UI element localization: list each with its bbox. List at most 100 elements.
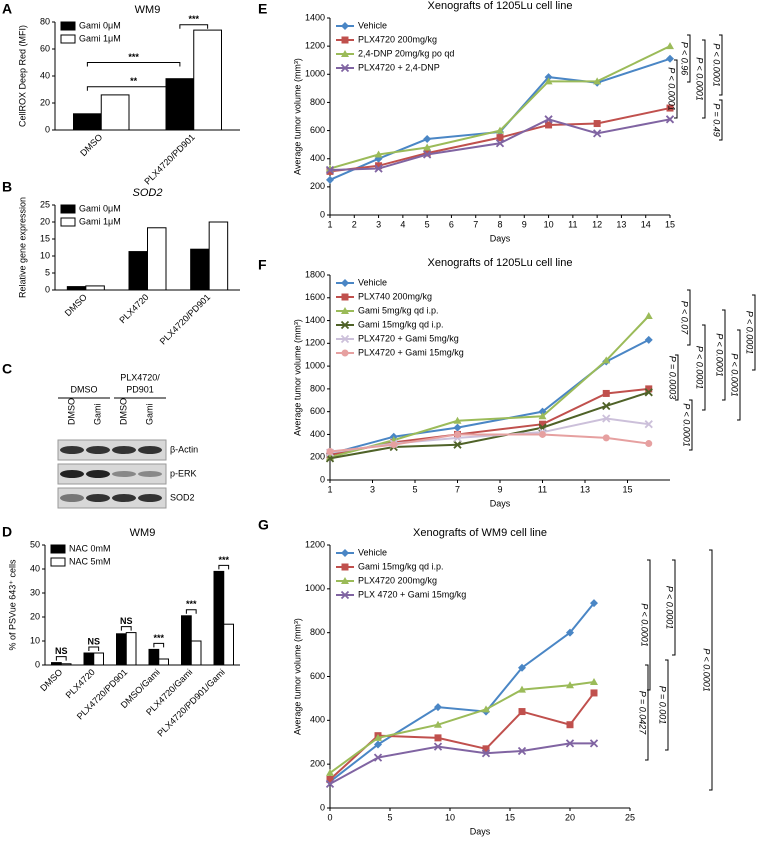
marker [374, 733, 382, 741]
bar [85, 285, 105, 291]
legend-marker [341, 549, 349, 557]
marker [453, 416, 462, 424]
legend-marker [341, 307, 349, 314]
bar [208, 221, 229, 291]
significance-bracket [86, 62, 181, 67]
row-label: p-ERK [170, 468, 197, 478]
chart-title: Xenografts of 1205Lu cell line [428, 0, 573, 12]
marker [423, 143, 432, 151]
significance-bracket [737, 329, 741, 421]
significance-bracket [752, 294, 756, 371]
marker [666, 42, 674, 50]
line [329, 692, 595, 781]
legend-label: PLX 4720 + Gami 15mg/kg [358, 589, 466, 599]
chart-title: WM9 [130, 527, 156, 539]
marker [374, 740, 382, 749]
significance-bracket [120, 626, 132, 631]
y-tick-label: 0 [320, 802, 325, 812]
x-tick-label: PLX4720 [117, 292, 150, 325]
p-value: P < 0.0001 [745, 311, 755, 354]
bar [116, 633, 127, 666]
panel-label: G [258, 517, 269, 533]
legend-label: NAC 0mM [69, 543, 111, 553]
legend-marker [341, 349, 349, 357]
significance-bracket [709, 549, 713, 791]
p-value: P < 0.0001 [730, 353, 740, 396]
legend-swatch [50, 557, 66, 567]
y-tick-label: 200 [310, 759, 325, 769]
x-tick-label: 7 [455, 484, 460, 494]
x-tick-label: PLX4720/PD901 [158, 292, 212, 346]
blot-band [138, 494, 162, 502]
significance-label: NS [55, 646, 68, 656]
x-tick-label: 15 [622, 484, 632, 494]
y-tick-label: 20 [40, 97, 50, 107]
legend-label: 2,4-DNP 20mg/kg po qd [358, 48, 454, 58]
bar [147, 227, 167, 291]
significance-label: NS [87, 636, 100, 646]
legend-label: Vehicle [358, 547, 387, 557]
marker [602, 389, 610, 397]
significance-label: NS [120, 616, 133, 626]
x-tick-label: 4 [400, 219, 405, 229]
legend-label: Gami 15mg/kg qd i.p. [358, 319, 444, 329]
y-tick-label: 800 [310, 97, 325, 107]
bar [181, 615, 192, 666]
y-tick-label: 20 [30, 611, 40, 621]
bar [93, 652, 104, 666]
bar [193, 29, 222, 131]
y-axis-label: % of PSVue 643⁺ cells [7, 559, 17, 650]
legend-label: Gami 1μM [79, 216, 121, 226]
marker [566, 681, 574, 689]
x-tick-label: 20 [565, 812, 575, 822]
y-tick-label: 1000 [305, 360, 325, 370]
y-tick-label: 30 [30, 587, 40, 597]
legend-marker [340, 63, 350, 73]
blot-band [112, 471, 136, 477]
legend-label: Gami 0μM [79, 203, 121, 213]
p-value: P < 0.0001 [695, 346, 705, 389]
x-tick-label: 25 [625, 812, 635, 822]
blot-band [86, 446, 110, 454]
y-tick-label: 200 [310, 452, 325, 462]
legend-label: Gami 5mg/kg qd i.p. [358, 305, 439, 315]
p-value: P < 0.0001 [682, 403, 692, 446]
lane-label: Gami [144, 403, 154, 425]
x-tick-label: 5 [387, 812, 392, 822]
y-tick-label: 0 [320, 474, 325, 484]
marker [593, 129, 602, 138]
bar [148, 648, 160, 666]
x-tick-label: 9 [522, 219, 527, 229]
marker [481, 749, 491, 758]
x-tick-label: 9 [497, 484, 502, 494]
blot-band [86, 470, 110, 478]
marker [544, 115, 553, 124]
significance-label: *** [188, 14, 199, 24]
legend-label: PLX4720 + Gami 5mg/kg [358, 333, 459, 343]
y-tick-label: 1400 [305, 315, 325, 325]
significance-bracket [86, 86, 181, 91]
chart-title: SOD2 [133, 187, 163, 199]
panel-label: B [2, 179, 12, 195]
y-tick-label: 1000 [305, 583, 325, 593]
x-tick-label: DMSO [38, 667, 64, 693]
x-tick-label: 12 [592, 219, 602, 229]
marker [518, 708, 526, 716]
group-label: PLX4720/ [120, 372, 160, 382]
y-tick-label: 40 [40, 70, 50, 80]
y-tick-label: 600 [310, 125, 325, 135]
marker [666, 104, 674, 112]
marker [325, 779, 335, 789]
y-tick-label: 600 [310, 671, 325, 681]
p-value: P = 0.0003 [668, 356, 678, 399]
p-value: P < 0.07 [680, 301, 690, 335]
marker [544, 77, 553, 85]
legend-label: PLX740 200mg/kg [358, 291, 432, 301]
line [329, 742, 594, 785]
panel-label: C [2, 361, 12, 377]
marker [326, 448, 334, 456]
legend-marker [341, 279, 349, 287]
lane-label: DMSO [118, 398, 128, 425]
marker [390, 441, 398, 449]
